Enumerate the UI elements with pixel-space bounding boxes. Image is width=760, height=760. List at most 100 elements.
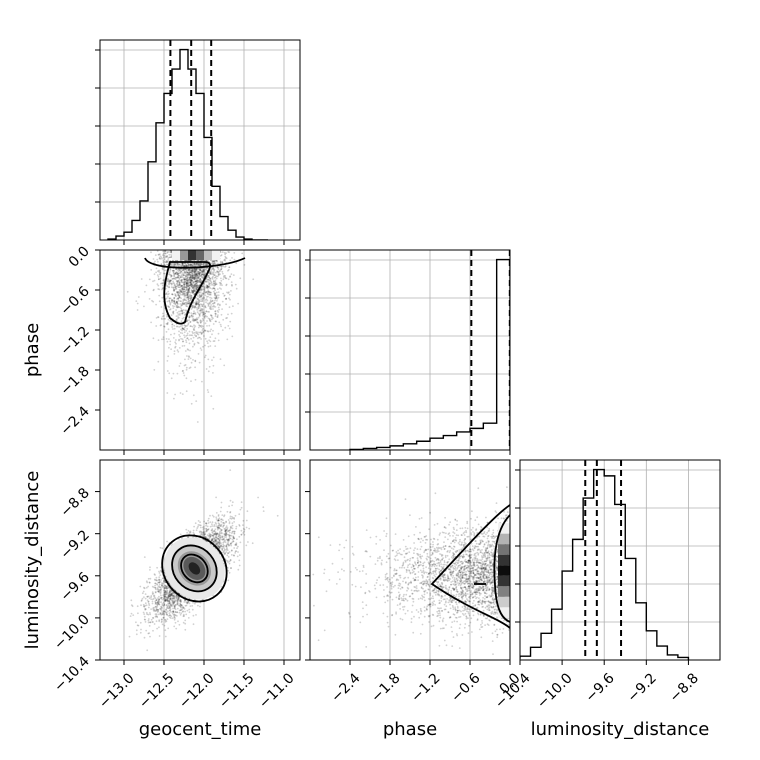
panel-phase-vs-geocent-time-point [177, 265, 180, 267]
panel-luminosity-distance-vs-geocent-time-point [225, 538, 228, 541]
panel-phase-vs-geocent-time-point [167, 260, 170, 262]
panel-phase-vs-geocent-time-point [187, 349, 190, 351]
panel-phase-vs-geocent-time-point [213, 287, 216, 290]
panel-phase-vs-geocent-time-point [166, 315, 168, 318]
panel-luminosity-distance-vs-geocent-time-point [170, 592, 173, 595]
panel-phase-vs-geocent-time-point [182, 262, 184, 265]
panel-phase-vs-geocent-time-point [189, 263, 192, 266]
panel-luminosity-distance-vs-geocent-time-point [224, 539, 226, 542]
panel-phase-vs-geocent-time-point [148, 278, 151, 281]
panel-phase-vs-geocent-time-point [195, 271, 198, 274]
panel-phase-vs-geocent-time-point [194, 360, 197, 363]
panel-phase-vs-geocent-time-point [194, 274, 197, 276]
panel-phase-vs-geocent-time-point [202, 268, 204, 270]
panel-phase-vs-geocent-time-point [176, 291, 178, 294]
panel-phase-vs-geocent-time-point [201, 308, 204, 311]
panel-luminosity-distance-vs-geocent-time-point [167, 595, 169, 598]
panel-phase-vs-geocent-time-point [193, 324, 195, 327]
panel-phase-vs-geocent-time-point [164, 255, 167, 258]
panel-phase-vs-geocent-time-point [181, 294, 184, 296]
panel-phase-vs-geocent-time-point [188, 316, 191, 319]
panel-phase-vs-geocent-time-point [173, 273, 175, 276]
panel-luminosity-distance-vs-geocent-time-point [170, 592, 173, 595]
panel-luminosity-distance-vs-geocent-time-point [136, 605, 139, 608]
panel-phase-vs-geocent-time-point [182, 328, 185, 330]
panel-luminosity-distance-vs-geocent-time-point [157, 597, 159, 599]
panel-luminosity-distance-vs-geocent-time-point [158, 581, 161, 584]
panel-phase-vs-geocent-time-point [191, 331, 194, 333]
panel-phase-vs-geocent-time-point [195, 273, 198, 276]
panel-phase-vs-geocent-time-point [198, 292, 200, 294]
panel-luminosity-distance-vs-geocent-time-point [149, 621, 152, 624]
panel-luminosity-distance-vs-geocent-time-point [145, 586, 148, 589]
panel-phase-vs-geocent-time-point [194, 280, 197, 283]
panel-phase-vs-geocent-time-point [190, 279, 193, 282]
panel-phase-vs-geocent-time-point [197, 277, 200, 280]
panel-phase-vs-geocent-time-point [177, 294, 179, 297]
panel-phase-vs-geocent-time-point [165, 256, 168, 258]
panel-phase-vs-geocent-time-point [182, 290, 185, 293]
panel-phase-vs-geocent-time-point [213, 287, 216, 290]
panel-phase-vs-geocent-time-point [196, 276, 199, 279]
panel-phase-vs-geocent-time-point [193, 271, 196, 274]
panel-phase-vs-geocent-time-point [189, 320, 192, 323]
panel-phase-vs-geocent-time-point [188, 271, 191, 273]
panel-phase-vs-geocent-time-point [174, 272, 177, 275]
panel-phase-vs-geocent-time-point [169, 256, 172, 259]
panel-luminosity-distance-vs-geocent-time-point [227, 540, 230, 543]
panel-phase-vs-geocent-time-point [201, 305, 204, 307]
panel-phase-vs-geocent-time-point [188, 334, 191, 337]
panel-phase-vs-geocent-time-point [195, 400, 198, 402]
panel-luminosity-distance-vs-geocent-time-point [211, 523, 213, 526]
panel-luminosity-distance-vs-geocent-time-point [161, 598, 164, 601]
panel-phase-vs-geocent-time-point [166, 360, 169, 362]
panel-phase-vs-geocent-time-point [153, 279, 156, 282]
panel-luminosity-distance-vs-geocent-time-point [155, 599, 158, 601]
panel-phase-vs-geocent-time-point [219, 269, 222, 272]
panel-phase-vs-geocent-time-point [185, 280, 188, 282]
panel-phase-vs-geocent-time-point [215, 295, 218, 298]
panel-phase-vs-geocent-time-point [204, 337, 207, 340]
panel-phase-vs-geocent-time-point [181, 327, 184, 329]
panel-phase-vs-geocent-time-point [177, 280, 180, 282]
panel-phase-vs-geocent-time-point [182, 372, 185, 374]
panel-phase-vs-geocent-time-point [186, 273, 189, 276]
panel-phase-vs-geocent-time-point [207, 286, 210, 289]
panel-phase-vs-geocent-time-point [193, 278, 196, 281]
panel-luminosity-distance-vs-geocent-time-point [163, 613, 166, 616]
panel-phase-vs-geocent-time-point [192, 292, 195, 294]
panel-luminosity-distance-vs-geocent-time-point [233, 547, 236, 549]
panel-phase-vs-geocent-time-point [190, 283, 193, 285]
panel-phase-vs-geocent-time-point [213, 287, 215, 290]
panel-phase-vs-geocent-time-point [210, 273, 212, 276]
panel-phase-vs-geocent-time-point [178, 281, 181, 284]
panel-luminosity-distance-vs-geocent-time-point [163, 594, 166, 597]
panel-phase-vs-geocent-time-point [195, 287, 198, 290]
panel-phase-vs-geocent-time-point [175, 309, 178, 311]
panel-phase-vs-geocent-time-point [182, 264, 185, 267]
panel-phase-vs-geocent-time-point [216, 270, 219, 273]
panel-phase-vs-geocent-time-point [219, 261, 222, 264]
panel-phase-vs-geocent-time-point [192, 264, 195, 267]
panel-phase-vs-geocent-time-point [174, 284, 177, 287]
panel-phase-vs-geocent-time-point [181, 291, 184, 294]
panel-phase-vs-geocent-time-point [192, 291, 195, 294]
panel-luminosity-distance-vs-geocent-time-point [208, 532, 211, 535]
panel-phase-vs-geocent-time-point [212, 304, 215, 307]
panel-phase-vs-geocent-time-point [202, 273, 205, 276]
panel-luminosity-distance-vs-geocent-time-point [211, 514, 214, 517]
panel-phase-vs-geocent-time-point [190, 380, 192, 383]
panel-phase-vs-geocent-time-point [210, 300, 212, 303]
panel-phase-vs-geocent-time-point [212, 290, 215, 293]
panel-phase-vs-geocent-time-point [217, 311, 220, 313]
panel-phase-vs-geocent-time-point [207, 290, 209, 293]
panel-phase-vs-geocent-time-point [192, 306, 195, 308]
panel-phase-vs-geocent-time-point [197, 342, 200, 345]
panel-luminosity-distance-vs-geocent-time-point [223, 538, 225, 541]
panel-phase-vs-geocent-time-point [176, 298, 178, 300]
panel-phase-vs-geocent-time-point [183, 302, 186, 305]
panel-phase-vs-geocent-time-point [180, 309, 183, 312]
panel-phase-vs-geocent-time-point [199, 321, 202, 324]
panel-phase-vs-geocent-time-point [177, 273, 179, 275]
panel-luminosity-distance-vs-geocent-time-point [214, 539, 217, 541]
